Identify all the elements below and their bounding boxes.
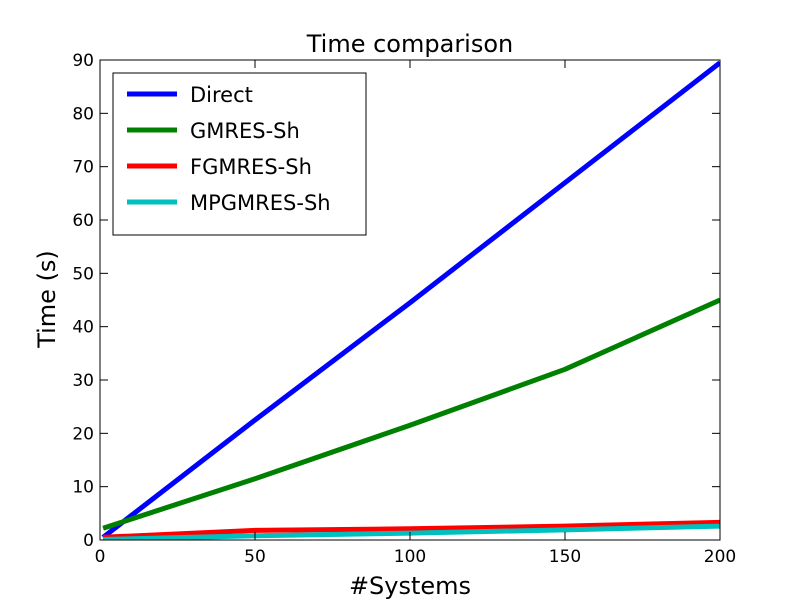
series-line-gmres-sh [102,297,720,531]
legend: Direct GMRES-Sh FGMRES-Sh MPGMRES-Sh [112,72,367,236]
legend-label: FGMRES-Sh [190,155,312,179]
y-tick-label: 50 [72,264,94,284]
y-tick-label: 90 [72,51,94,71]
x-axis-label: #Systems [349,572,471,600]
y-tick-label: 60 [72,211,94,231]
x-tick-label: 200 [704,547,736,567]
y-axis-label: Time (s) [33,250,61,349]
x-tick-label: 0 [95,547,106,567]
axis-ticks: 0 50 100 150 200 0 10 20 30 40 50 60 70 80 90 [72,51,736,567]
legend-label: GMRES-Sh [190,119,300,143]
y-tick-label: 40 [72,318,94,338]
series-line-direct [101,60,720,540]
series-line-fgmres-sh [102,519,720,540]
x-tick-label: 50 [244,547,266,567]
legend-label: Direct [190,83,253,107]
y-tick-label: 20 [72,424,94,444]
x-tick-label: 100 [394,547,426,567]
y-tick-label: 10 [72,478,94,498]
x-tick-label: 150 [549,547,581,567]
legend-box [112,72,367,236]
chart-title: Time comparison [306,30,514,58]
y-tick-label: 0 [83,531,94,551]
y-tick-label: 80 [72,104,94,124]
y-tick-label: 30 [72,371,94,391]
y-tick-label: 70 [72,158,94,178]
legend-label: MPGMRES-Sh [190,191,331,215]
